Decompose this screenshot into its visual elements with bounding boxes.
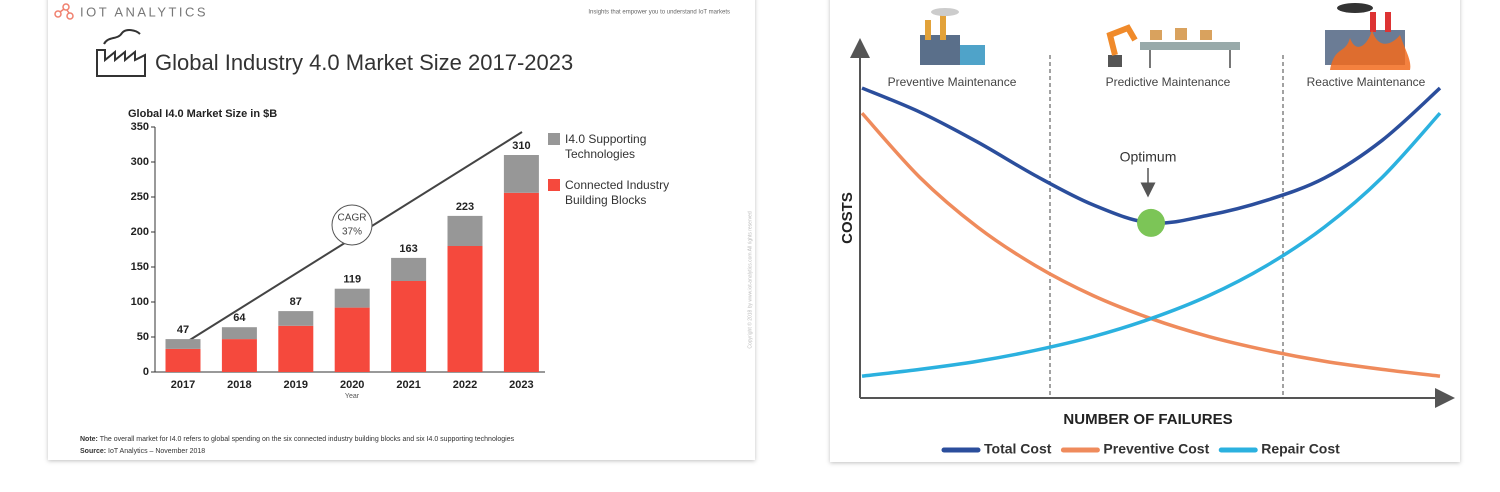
x-tick-label: 2019 bbox=[284, 379, 308, 391]
bar-segment bbox=[447, 215, 483, 246]
bar-segment bbox=[221, 327, 257, 340]
phase-label: Preventive Maintenance bbox=[888, 75, 1017, 89]
y-tick-label: 150 bbox=[131, 261, 149, 273]
cagr-circle bbox=[331, 204, 373, 246]
factory-icon bbox=[96, 29, 146, 77]
note-label: Note: bbox=[80, 436, 98, 443]
legend-item: I4.0 Supporting Technologies bbox=[548, 132, 708, 162]
bar-segment bbox=[334, 307, 370, 372]
bar-segment bbox=[278, 325, 314, 372]
legend-label: I4.0 Supporting Technologies bbox=[565, 132, 647, 161]
brand: IOT ANALYTICS bbox=[80, 4, 208, 19]
source: Source: IoT Analytics – November 2018 bbox=[80, 448, 205, 455]
y-axis-title: Global I4.0 Market Size in $B bbox=[128, 108, 277, 120]
legend-label: Connected Industry Building Blocks bbox=[565, 178, 670, 207]
y-tick-label: 300 bbox=[131, 156, 149, 168]
bar-segment bbox=[221, 339, 257, 372]
x-tick-label: 2022 bbox=[453, 379, 477, 391]
data-label: 163 bbox=[399, 243, 417, 255]
data-label: 87 bbox=[290, 296, 302, 308]
phase-label: Reactive Maintenance bbox=[1307, 75, 1426, 89]
note: Note: The overall market for I4.0 refers… bbox=[80, 436, 515, 443]
legend-swatch bbox=[548, 133, 560, 145]
source-text: IoT Analytics – November 2018 bbox=[108, 448, 205, 455]
x-tick-label: 2023 bbox=[509, 379, 533, 391]
reactive-icon bbox=[1325, 3, 1411, 70]
bar-segment bbox=[503, 155, 539, 193]
bar-segment bbox=[165, 348, 201, 372]
x-tick-label: 2018 bbox=[227, 379, 251, 391]
legend-label: Total Cost bbox=[984, 441, 1052, 457]
y-tick-label: 50 bbox=[137, 331, 149, 343]
phase-label: Predictive Maintenance bbox=[1106, 75, 1231, 89]
bar-segment bbox=[278, 311, 314, 326]
y-axis-title: COSTS bbox=[839, 192, 856, 244]
panel bbox=[48, 0, 755, 460]
y-tick-label: 0 bbox=[143, 366, 149, 378]
annotation: Optimum bbox=[1120, 149, 1177, 165]
legend: I4.0 Supporting Technologies Connected In… bbox=[548, 132, 708, 224]
x-axis-title: Year bbox=[345, 393, 360, 400]
x-tick-label: 2020 bbox=[340, 379, 364, 391]
legend-label: Preventive Cost bbox=[1103, 441, 1209, 457]
bar-segment bbox=[391, 257, 427, 281]
tagline: Insights that empower you to understand … bbox=[588, 10, 730, 16]
x-axis-title: NUMBER OF FAILURES bbox=[1063, 411, 1232, 428]
chart-title: Global Industry 4.0 Market Size 2017-202… bbox=[155, 50, 573, 75]
line bbox=[860, 111, 1441, 378]
annotation: CAGR bbox=[338, 213, 367, 224]
line bbox=[861, 111, 1442, 378]
data-label: 310 bbox=[512, 140, 530, 152]
legend-swatch bbox=[548, 179, 560, 191]
optimum-marker bbox=[1137, 208, 1165, 237]
y-tick-label: 100 bbox=[131, 296, 149, 308]
data-label: 64 bbox=[233, 312, 246, 324]
data-label: 47 bbox=[177, 324, 189, 336]
y-tick-label: 350 bbox=[131, 121, 149, 133]
x-tick-label: 2021 bbox=[396, 379, 420, 391]
data-label: 223 bbox=[456, 201, 474, 213]
legend-item: Connected Industry Building Blocks bbox=[548, 178, 708, 208]
logo bbox=[54, 3, 74, 20]
predictive-icon bbox=[1106, 24, 1240, 68]
data-label: 119 bbox=[343, 274, 361, 286]
note-text: The overall market for I4.0 refers to gl… bbox=[100, 436, 515, 443]
copyright: Copyright © 2018 by www.iot-analytics.co… bbox=[746, 211, 753, 349]
bar-segment bbox=[503, 192, 539, 372]
bar-segment bbox=[334, 288, 370, 308]
preventive-icon bbox=[920, 8, 985, 65]
bar-segment bbox=[447, 246, 483, 372]
legend-label: Repair Cost bbox=[1261, 441, 1340, 457]
x-tick-label: 2017 bbox=[171, 379, 195, 391]
source-label: Source: bbox=[80, 448, 106, 455]
bar-segment bbox=[165, 339, 201, 349]
y-tick-label: 250 bbox=[131, 191, 149, 203]
bar-segment bbox=[391, 281, 427, 372]
y-tick-label: 200 bbox=[131, 226, 149, 238]
annotation: 37% bbox=[342, 227, 362, 238]
